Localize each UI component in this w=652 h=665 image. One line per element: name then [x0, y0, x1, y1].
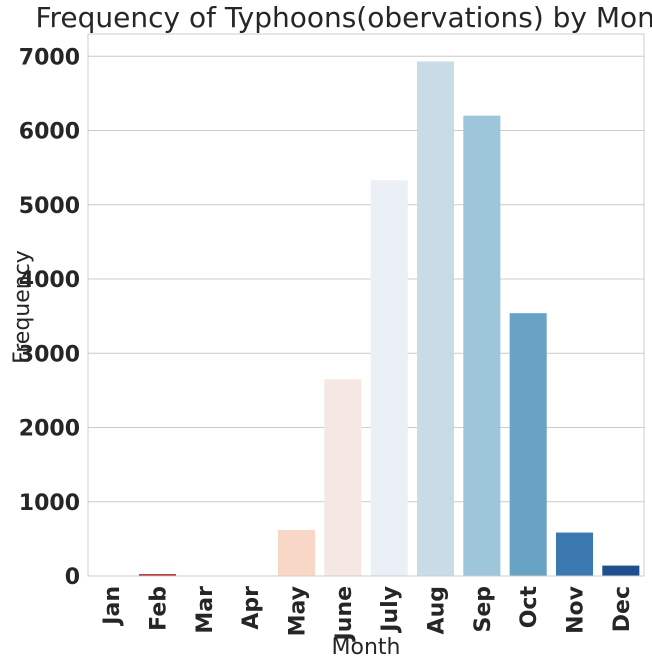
y-axis-label: Frequency — [10, 250, 35, 364]
x-tick-label: Jan — [100, 586, 125, 627]
x-tick-label: Nov — [564, 585, 589, 634]
y-tick-labels: 0 1000 2000 3000 4000 5000 6000 7000 — [19, 45, 80, 590]
x-tick-label: Dec — [610, 586, 635, 632]
bar-aug — [416, 61, 455, 576]
x-tick-label: June — [332, 586, 357, 642]
x-tick-label: May — [286, 586, 311, 636]
y-tick-label: 5000 — [19, 194, 80, 219]
x-tick-label: Apr — [239, 586, 264, 630]
bar-oct — [509, 313, 547, 576]
x-tick-label: Oct — [517, 586, 542, 629]
y-tick-label: 6000 — [19, 120, 80, 145]
x-tick-labels: Jan Feb Mar Apr May June July Aug Sep Oct Nov Dec — [100, 585, 635, 642]
x-tick-label: July — [378, 586, 403, 634]
gridlines — [88, 55, 644, 577]
bar-sep — [463, 115, 501, 576]
bar-may — [277, 529, 316, 576]
bar-june — [324, 379, 362, 576]
x-tick-label: Feb — [147, 586, 172, 631]
bar-feb — [138, 574, 177, 576]
y-tick-label: 4000 — [19, 268, 80, 293]
chart-title: Frequency of Typhoons(obervations) by Mo… — [35, 1, 652, 34]
bar-nov — [555, 532, 594, 576]
bars — [92, 61, 640, 576]
bar-dec — [602, 565, 640, 576]
x-tick-label: Aug — [425, 586, 450, 634]
x-tick-label: Mar — [193, 586, 218, 634]
y-tick-label: 3000 — [19, 342, 80, 367]
x-tick-label: Sep — [471, 586, 496, 633]
plot-frame — [87, 33, 645, 577]
y-tick-label: 7000 — [19, 45, 80, 70]
y-tick-label: 0 — [65, 565, 80, 590]
x-axis-label: Month — [332, 635, 401, 660]
y-tick-label: 1000 — [19, 491, 80, 516]
bar-july — [370, 180, 408, 576]
y-tick-label: 2000 — [19, 417, 80, 442]
